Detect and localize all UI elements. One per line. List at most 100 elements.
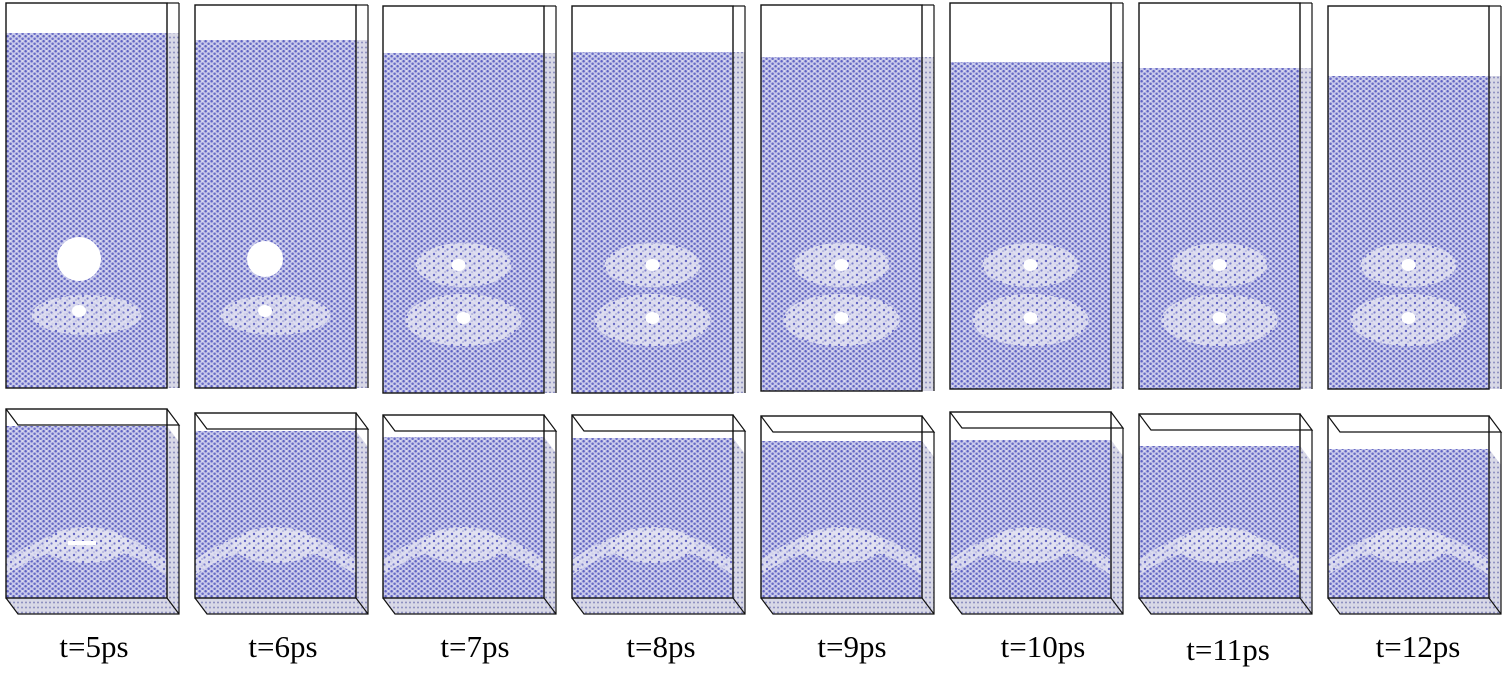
bottom-snapshot [949, 411, 1125, 615]
atom-block-bottom [383, 598, 556, 614]
atom-block-side [356, 431, 368, 614]
time-label: t=12ps [1375, 629, 1461, 664]
atom-block-side [356, 40, 368, 388]
box-edge [1138, 430, 1313, 615]
top-snapshot [571, 5, 746, 394]
simulation-box [760, 4, 923, 392]
atom-block-side [1111, 440, 1123, 614]
atom-block-side [544, 53, 556, 393]
simulation-box [382, 5, 545, 394]
atom-block-side [922, 57, 934, 391]
atom-block-bottom [1139, 598, 1312, 614]
large-void [247, 241, 283, 277]
simulation-box [949, 2, 1112, 390]
time-label: t=7ps [440, 629, 510, 664]
atom-block-bottom [195, 598, 368, 614]
box-edge [382, 431, 557, 615]
box-edge [543, 597, 557, 615]
top-snapshot [1327, 5, 1502, 390]
top-snapshot [382, 5, 557, 394]
box-edge [5, 425, 180, 615]
atom-block-side [922, 441, 934, 614]
time-label: t=6ps [248, 629, 318, 664]
box-edge [571, 414, 747, 432]
bottom-snapshot [571, 414, 747, 615]
top-row-snapshots [5, 2, 1502, 394]
disorder-region [31, 295, 142, 335]
box-edge [1327, 432, 1502, 615]
simulation-box [571, 5, 734, 394]
bottom-snapshot [5, 408, 181, 615]
small-void [1401, 312, 1416, 324]
simulation-box [382, 414, 545, 599]
atom-block [1139, 446, 1300, 598]
bottom-snapshot [194, 412, 370, 615]
small-void [456, 312, 471, 324]
time-label: t=5ps [59, 629, 129, 664]
atom-block-bottom [950, 598, 1123, 614]
small-void [645, 312, 660, 324]
simulation-box [1327, 415, 1490, 599]
box-edge [194, 412, 370, 430]
top-snapshot [1138, 2, 1313, 390]
atom-block [383, 437, 544, 598]
disorder-region [610, 527, 695, 563]
box-edge [1299, 597, 1313, 615]
atom-block [1328, 449, 1489, 598]
disorder-region [421, 527, 506, 563]
box-edge [166, 597, 180, 615]
atom-block-bottom [572, 598, 745, 614]
atom-block-side [167, 33, 179, 388]
atom-block-side [1489, 76, 1501, 389]
atom-block-bottom [1328, 598, 1501, 614]
box-edge [949, 428, 1124, 615]
void-upper [1401, 259, 1416, 271]
void-upper [451, 259, 466, 271]
void-slit [68, 541, 96, 545]
simulation-box [194, 412, 357, 599]
void-upper [1212, 259, 1227, 271]
bottom-row-snapshots [5, 408, 1503, 615]
atom-block [761, 441, 922, 598]
atom-block-side [1489, 449, 1501, 614]
box-edge [571, 431, 746, 615]
time-label: t=8ps [626, 629, 696, 664]
atom-block-side [544, 437, 556, 614]
simulation-box [1138, 413, 1301, 599]
box-edge [949, 411, 1125, 429]
atom-block-bottom [761, 598, 934, 614]
simulation-box [194, 4, 357, 389]
simulation-box [1327, 5, 1490, 390]
bottom-snapshot [382, 414, 558, 615]
bottom-snapshot [1138, 413, 1314, 615]
simulation-box [1138, 2, 1301, 390]
void-upper [645, 259, 660, 271]
box-edge [1110, 597, 1124, 615]
time-label: t=9ps [817, 629, 887, 664]
atom-block-side [1300, 68, 1312, 389]
box-edge [760, 432, 935, 615]
simulation-box [5, 2, 168, 389]
box-edge [5, 408, 181, 426]
simulation-box [760, 415, 923, 599]
small-void [834, 312, 849, 324]
box-edge [760, 415, 936, 433]
atom-block-side [733, 52, 745, 393]
atom-block [195, 40, 356, 388]
void-upper [834, 259, 849, 271]
atom-block-side [1111, 62, 1123, 389]
disorder-region [988, 527, 1073, 563]
atom-block-bottom [6, 598, 179, 614]
disorder-region [233, 527, 318, 563]
disorder-region [1366, 527, 1451, 563]
top-snapshot [760, 4, 935, 392]
atom-block [572, 438, 733, 598]
disorder-region [799, 527, 884, 563]
large-void [57, 237, 101, 281]
atom-block-side [167, 426, 179, 614]
simulation-box [5, 408, 168, 599]
void-upper [1023, 259, 1038, 271]
top-snapshot [194, 4, 369, 389]
box-edge [194, 429, 369, 615]
